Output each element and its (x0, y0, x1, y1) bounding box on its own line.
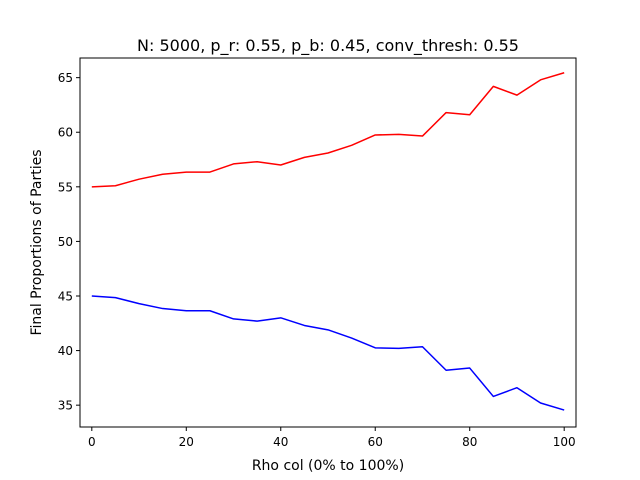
x-tick-label: 100 (553, 435, 576, 449)
series-line-1 (91, 72, 565, 188)
x-axis-label: Rho col (0% to 100%) (252, 458, 404, 474)
plot-frame (79, 57, 577, 428)
x-tick-label: 60 (368, 435, 383, 449)
y-axis-ticks: 35 40 45 50 55 60 65 (58, 71, 80, 413)
series-line-2 (91, 295, 565, 411)
x-tick-label: 20 (179, 435, 194, 449)
x-tick-label: 0 (88, 435, 96, 449)
y-tick-label: 45 (58, 289, 73, 303)
y-tick-label: 55 (58, 180, 73, 194)
y-tick-label: 60 (58, 126, 73, 140)
x-axis-ticks: 0 20 40 60 80 100 (88, 427, 576, 449)
plot-lines (91, 72, 565, 411)
x-tick-label: 80 (462, 435, 477, 449)
y-tick-label: 35 (58, 399, 73, 413)
y-axis-label: Final Proportions of Parties (29, 149, 45, 335)
y-tick-label: 50 (58, 235, 73, 249)
chart-title: N: 5000, p_r: 0.55, p_b: 0.45, conv_thre… (137, 36, 519, 56)
y-tick-label: 65 (58, 71, 73, 85)
x-tick-label: 40 (273, 435, 288, 449)
y-tick-label: 40 (58, 344, 73, 358)
